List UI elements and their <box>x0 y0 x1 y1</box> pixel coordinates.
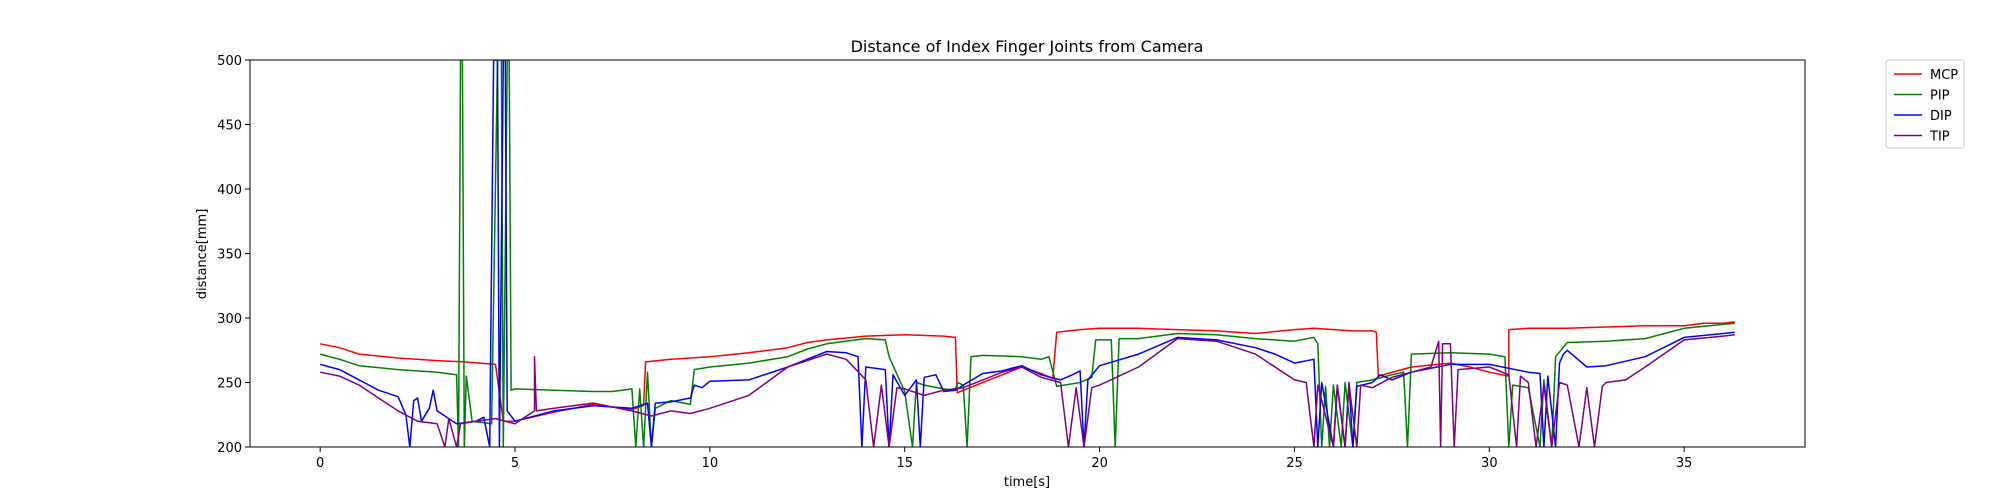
x-axis-title: time[s] <box>1004 475 1050 490</box>
x-tick-label: 5 <box>511 456 519 471</box>
series-layer <box>320 60 1735 447</box>
series-line-tip <box>320 334 1735 447</box>
legend-label-pip: PIP <box>1930 89 1950 104</box>
x-tick-label: 25 <box>1286 456 1303 471</box>
y-axis-title: distance[mm] <box>195 209 210 300</box>
y-tick-label: 450 <box>217 119 242 134</box>
chart-title: Distance of Index Finger Joints from Cam… <box>851 37 1204 56</box>
legend-label-tip: TIP <box>1929 130 1950 145</box>
legend-label-dip: DIP <box>1930 109 1952 124</box>
x-tick-label: 20 <box>1091 456 1108 471</box>
y-tick-label: 200 <box>217 441 242 456</box>
x-tick-label: 30 <box>1481 456 1498 471</box>
plot-frame <box>249 59 1806 448</box>
x-axis: 0 5 10 15 20 25 30 35 <box>316 447 1692 471</box>
x-tick-label: 15 <box>896 456 913 471</box>
series-line-pip <box>320 60 1735 447</box>
y-tick-label: 400 <box>217 183 242 198</box>
legend: MCP PIP DIP TIP <box>1885 59 1965 149</box>
y-tick-label: 350 <box>217 248 242 263</box>
legend-label-mcp: MCP <box>1930 68 1958 83</box>
legend-frame <box>1885 59 1965 149</box>
y-tick-label: 300 <box>217 312 242 327</box>
x-tick-label: 10 <box>702 456 719 471</box>
x-tick-label: 35 <box>1676 456 1693 471</box>
x-tick-label: 0 <box>316 456 324 471</box>
y-axis: 200 250 300 350 400 450 500 <box>217 54 250 456</box>
y-tick-label: 250 <box>217 377 242 392</box>
y-tick-label: 500 <box>217 54 242 69</box>
